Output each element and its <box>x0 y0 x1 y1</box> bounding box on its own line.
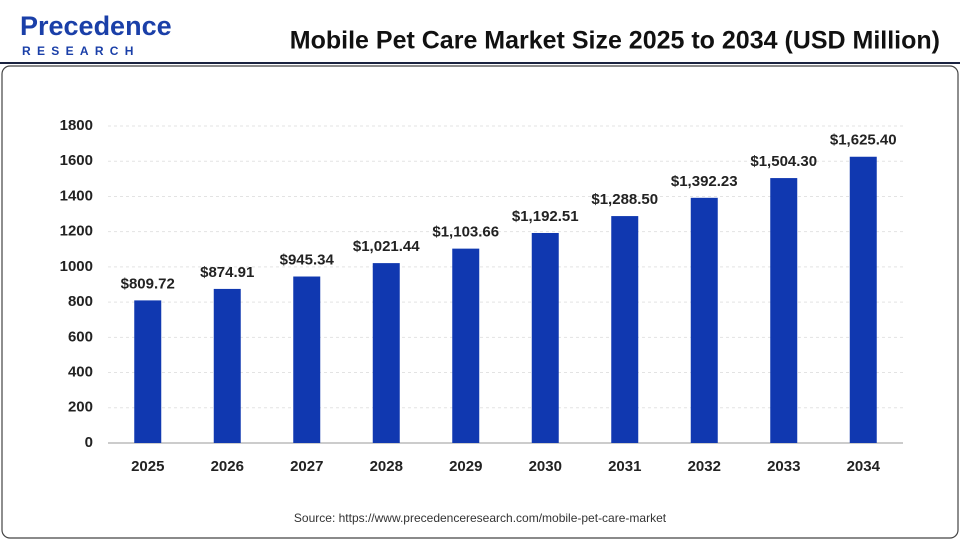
bar <box>452 248 480 443</box>
y-tick-label: 1200 <box>60 223 93 240</box>
x-tick-label: 2026 <box>211 458 244 475</box>
y-tick-label: 600 <box>68 328 93 345</box>
logo-name: Precedence <box>20 11 172 41</box>
bar <box>531 232 559 443</box>
y-tick-label: 0 <box>85 434 93 451</box>
bar <box>690 197 718 443</box>
bar <box>770 178 798 443</box>
x-tick-label: 2029 <box>449 458 482 475</box>
y-tick-label: 1600 <box>60 152 93 169</box>
value-label: $1,021.44 <box>353 238 420 255</box>
value-label: $1,392.23 <box>671 173 738 190</box>
x-tick-label: 2033 <box>767 458 800 475</box>
value-label: $874.91 <box>200 264 254 281</box>
y-tick-label: 800 <box>68 293 93 310</box>
y-tick-label: 1000 <box>60 258 93 275</box>
y-tick-label: 200 <box>68 399 93 416</box>
value-label: $1,625.40 <box>830 132 897 149</box>
x-tick-label: 2030 <box>529 458 562 475</box>
x-tick-label: 2028 <box>370 458 403 475</box>
bar <box>372 263 400 443</box>
y-tick-label: 1400 <box>60 187 93 204</box>
logo-tagline: RESEARCH <box>22 44 140 58</box>
source: Source: https://www.precedenceresearch.c… <box>294 511 667 525</box>
bar <box>611 216 639 443</box>
x-tick-label: 2031 <box>608 458 641 475</box>
x-tick-label: 2032 <box>688 458 721 475</box>
value-label: $809.72 <box>121 275 175 292</box>
bar <box>849 156 877 443</box>
value-label: $945.34 <box>280 251 335 268</box>
y-tick-label: 400 <box>68 364 93 381</box>
y-tick-label: 1800 <box>60 117 93 134</box>
value-label: $1,192.51 <box>512 208 579 225</box>
frame <box>1 65 959 539</box>
value-label: $1,103.66 <box>432 224 499 241</box>
chart-title: Mobile Pet Care Market Size 2025 to 2034… <box>290 27 940 55</box>
bar <box>134 300 162 443</box>
x-tick-label: 2034 <box>847 458 881 475</box>
value-label: $1,504.30 <box>750 153 817 170</box>
x-tick-label: 2025 <box>131 458 164 475</box>
x-tick-label: 2027 <box>290 458 323 475</box>
bar <box>293 276 321 443</box>
value-label: $1,288.50 <box>591 191 658 208</box>
bar <box>213 288 241 443</box>
